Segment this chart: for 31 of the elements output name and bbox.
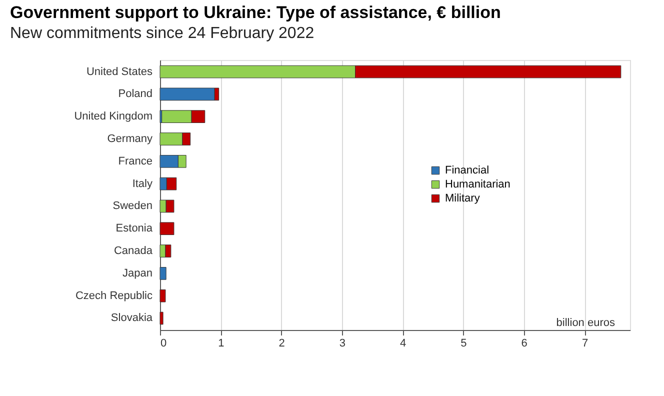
chart-title: Government support to Ukraine: Type of assistance, € billion: [10, 3, 501, 22]
bar: [160, 289, 166, 302]
legend-label: Military: [445, 192, 480, 204]
x-tick-label: 7: [582, 338, 588, 350]
x-tick-label: 6: [521, 338, 528, 350]
y-tick-label: United Kingdom: [74, 110, 152, 123]
x-tick-label: 0: [160, 338, 167, 350]
y-tick-label: Sweden: [112, 200, 152, 212]
x-tick-label: 5: [460, 338, 467, 350]
y-tick-label: Germany: [107, 132, 153, 145]
x-tick-label: 4: [400, 338, 406, 350]
bar: [160, 312, 164, 325]
y-tick-label: Estonia: [116, 222, 154, 235]
y-tick-label: Czech Republic: [75, 290, 153, 302]
legend-label: Humanitarian: [445, 178, 510, 190]
y-tick-label: United States: [86, 66, 153, 78]
bar: [160, 222, 174, 236]
chart-subtitle: New commitments since 24 February 2022: [10, 25, 314, 42]
bar: [160, 267, 166, 280]
y-tick-label: Poland: [118, 88, 152, 100]
x-tick-label: 3: [339, 338, 346, 350]
y-tick-label: France: [118, 155, 152, 168]
y-tick-label: Japan: [122, 267, 152, 280]
y-tick-label: Italy: [132, 178, 153, 190]
x-tick-label: 1: [218, 338, 224, 350]
y-tick-label: Canada: [114, 245, 154, 258]
x-tick-label: 2: [278, 338, 285, 350]
legend-label: Financial: [445, 164, 490, 176]
y-tick-label: Slovakia: [110, 312, 154, 324]
bar: [160, 88, 215, 101]
annotation: billion euros: [556, 317, 616, 329]
